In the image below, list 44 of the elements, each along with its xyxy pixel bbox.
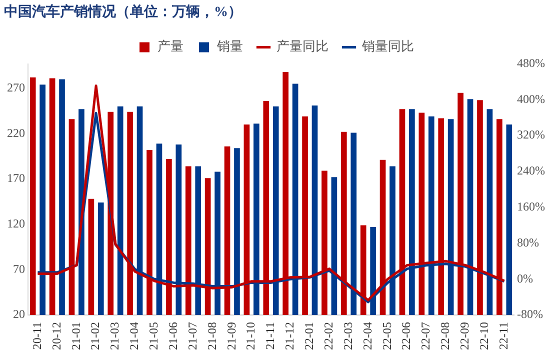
x-tick-label: 21-10 bbox=[244, 322, 258, 350]
x-tick-label: 21-07 bbox=[185, 322, 200, 350]
y2-tick-label: -80% bbox=[517, 307, 544, 322]
x-tick-label: 21-08 bbox=[204, 322, 219, 350]
x-tick-label: 22-09 bbox=[458, 322, 472, 350]
x-tick-label: 22-04 bbox=[360, 322, 374, 350]
legend-label: 销量同比 bbox=[361, 38, 414, 54]
x-tick-label: 21-09 bbox=[224, 322, 238, 350]
legend-label: 产量同比 bbox=[276, 38, 328, 54]
x-tick-label: 22-03 bbox=[340, 322, 355, 350]
y2-tick-label: 240% bbox=[517, 164, 546, 178]
x-tick-label: 22-06 bbox=[399, 322, 414, 350]
y-tick-label: 20 bbox=[13, 307, 25, 322]
x-tick-label: 22-01 bbox=[302, 322, 316, 350]
y2-tick-label: 0% bbox=[517, 271, 534, 286]
x-tick-label: 22-11 bbox=[496, 322, 510, 350]
y-tick-label: 170 bbox=[7, 171, 25, 186]
y-tick-label: 270 bbox=[7, 80, 25, 94]
y2-tick-label: 400% bbox=[517, 92, 546, 106]
y-tick-label: 220 bbox=[7, 126, 25, 140]
x-tick-label: 21-11 bbox=[263, 322, 278, 350]
x-tick-label: 20-12 bbox=[49, 322, 64, 350]
y2-tick-label: 320% bbox=[517, 128, 546, 142]
y2-tick-label: 160% bbox=[517, 200, 546, 214]
y-tick-label: 120 bbox=[7, 216, 25, 230]
x-tick-label: 21-06 bbox=[166, 322, 180, 350]
chart-title: 中国汽车产销情况（单位：万辆，%） bbox=[4, 3, 242, 20]
x-tick-label: 21-02 bbox=[88, 322, 102, 350]
x-tick-label: 22-07 bbox=[418, 322, 433, 350]
x-tick-label: 22-02 bbox=[321, 322, 336, 350]
x-tick-label: 21-01 bbox=[68, 322, 83, 350]
y-tick-label: 70 bbox=[13, 262, 25, 276]
y2-tick-label: 80% bbox=[517, 235, 540, 250]
x-tick-label: 21-05 bbox=[146, 322, 161, 350]
x-tick-label: 22-08 bbox=[438, 322, 452, 350]
x-tick-label: 22-05 bbox=[380, 322, 394, 350]
x-tick-label: 21-04 bbox=[127, 322, 142, 350]
legend-label: 销量 bbox=[216, 38, 243, 54]
x-tick-label: 22-10 bbox=[477, 322, 491, 350]
x-tick-label: 20-11 bbox=[30, 322, 44, 350]
legend-label: 产量 bbox=[158, 38, 184, 54]
x-tick-label: 21-03 bbox=[108, 322, 122, 350]
y2-tick-label: 480% bbox=[517, 56, 546, 70]
x-tick-label: 21-12 bbox=[282, 322, 297, 350]
